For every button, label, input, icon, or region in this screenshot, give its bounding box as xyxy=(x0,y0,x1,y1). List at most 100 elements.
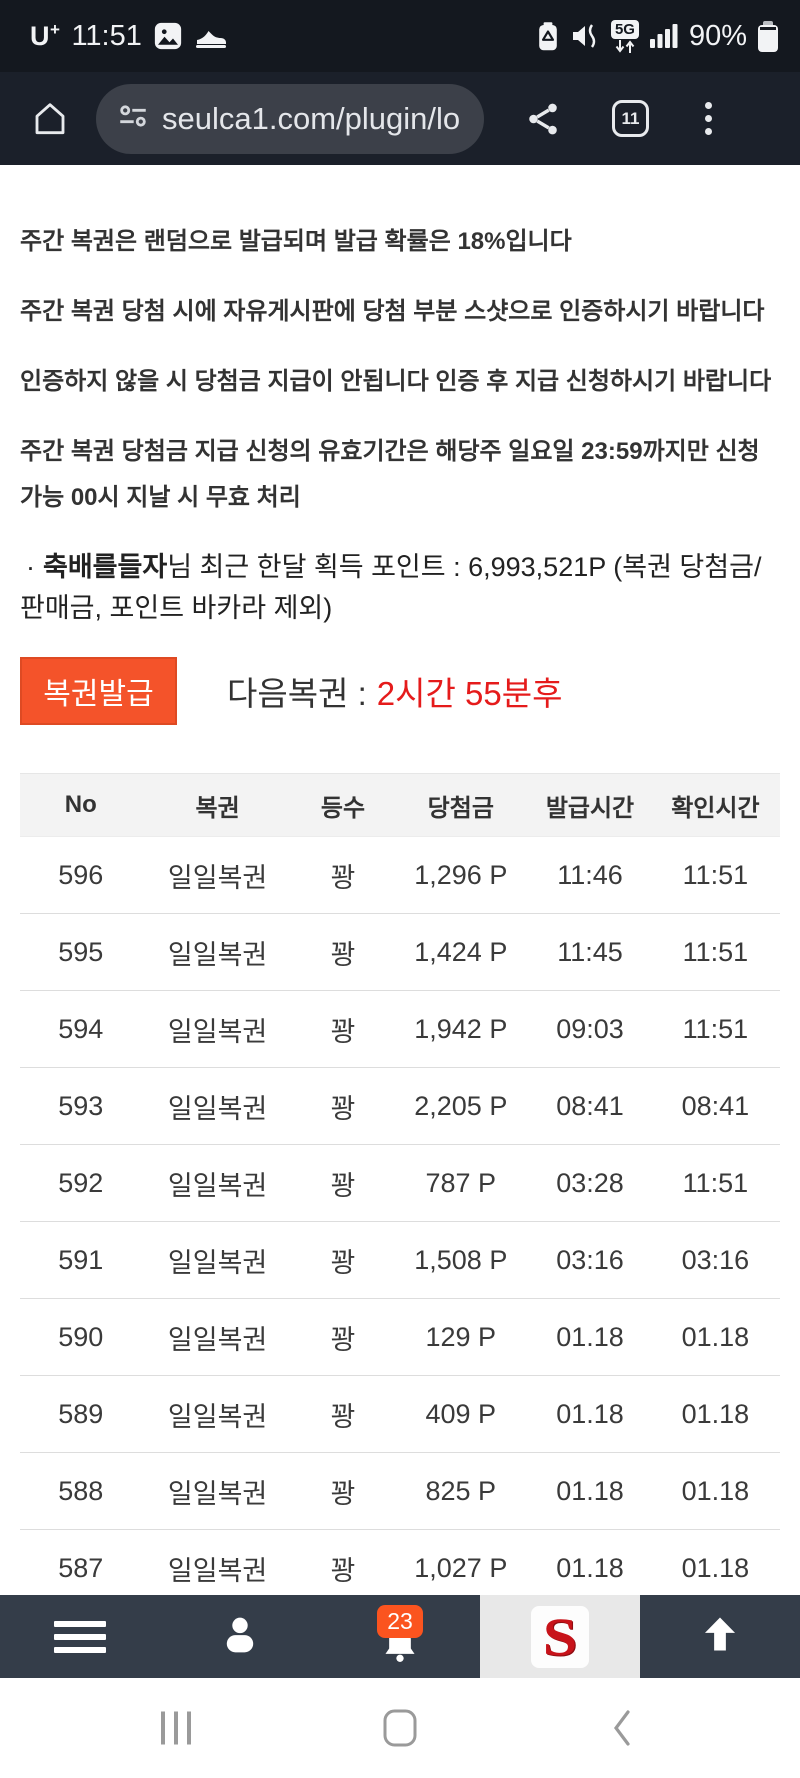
lottery-history-table: No 복권 등수 당첨금 발급시간 확인시간 596 일일복권 꽝 1,296 … xyxy=(20,773,780,1607)
recent-apps-key[interactable] xyxy=(161,1711,191,1745)
cell-prize: 1,508 P xyxy=(414,1244,508,1275)
page-content: 주간 복권은 랜덤으로 발급되며 발급 확률은 18%입니다 주간 복권 당첨 … xyxy=(0,165,800,1607)
cell-no: 589 xyxy=(58,1398,104,1429)
issue-row: 복권발급 다음복권 :2시간 55분후 xyxy=(20,657,780,725)
tab-switcher-button[interactable]: 11 xyxy=(612,100,649,137)
table-row: 589 일일복권 꽝 409 P 01.18 01.18 xyxy=(20,1376,780,1453)
table-row: 596 일일복권 꽝 1,296 P 11:46 11:51 xyxy=(20,837,780,914)
cell-checked-time: 01.18 xyxy=(681,1398,750,1429)
url-text: seulca1.com/plugin/lo xyxy=(162,100,461,136)
notice-line: 주간 복권 당첨금 지급 신청의 유효기간은 해당주 일요일 23:59까지만 … xyxy=(20,438,760,511)
col-header-checked: 확인시간 xyxy=(671,794,760,822)
nav-site-logo-button[interactable]: S xyxy=(480,1595,640,1678)
cell-lottery: 일일복권 xyxy=(167,1247,268,1278)
site-logo-tile: S xyxy=(531,1605,589,1668)
cell-prize: 825 P xyxy=(425,1475,497,1506)
cell-rank: 꽝 xyxy=(330,1247,356,1278)
cell-checked-time: 01.18 xyxy=(681,1475,750,1506)
nav-profile-button[interactable] xyxy=(160,1595,320,1678)
cell-issued-time: 01.18 xyxy=(556,1475,624,1506)
address-bar[interactable]: seulca1.com/plugin/lo xyxy=(96,83,484,154)
table-body: 596 일일복권 꽝 1,296 P 11:46 11:51 595 일일복권 … xyxy=(20,837,780,1607)
cell-issued-time: 03:28 xyxy=(556,1167,624,1198)
cell-rank: 꽝 xyxy=(330,1555,356,1586)
cell-checked-time: 01.18 xyxy=(681,1321,750,1352)
site-info-icon[interactable] xyxy=(116,99,150,138)
carrier-label: U+ xyxy=(30,20,61,51)
cell-checked-time: 11:51 xyxy=(682,1167,749,1198)
cell-rank: 꽝 xyxy=(330,1478,356,1509)
cell-prize: 787 P xyxy=(425,1167,497,1198)
table-row: 593 일일복권 꽝 2,205 P 08:41 08:41 xyxy=(20,1068,780,1145)
table-header-row: No 복권 등수 당첨금 발급시간 확인시간 xyxy=(20,773,780,837)
cell-checked-time: 11:51 xyxy=(682,859,749,890)
shoe-notification-icon xyxy=(194,23,228,50)
signal-strength-icon xyxy=(649,23,678,49)
cell-prize: 2,205 P xyxy=(414,1090,508,1121)
cell-issued-time: 11:45 xyxy=(557,936,623,967)
notice-line: 주간 복권은 랜덤으로 발급되며 발급 확률은 18%입니다 xyxy=(20,228,572,255)
notice-line: 인증하지 않을 시 당첨금 지급이 안됩니다 인증 후 지급 신청하시기 바랍니… xyxy=(20,368,772,395)
user-name: 축배를들자 xyxy=(43,552,168,582)
table-row: 588 일일복권 꽝 825 P 01.18 01.18 xyxy=(20,1453,780,1530)
home-icon[interactable] xyxy=(30,99,70,139)
table-row: 592 일일복권 꽝 787 P 03:28 11:51 xyxy=(20,1145,780,1222)
cell-prize: 1,424 P xyxy=(414,936,508,967)
cell-prize: 1,296 P xyxy=(414,859,508,890)
browser-toolbar: seulca1.com/plugin/lo 11 xyxy=(0,72,800,165)
cell-no: 587 xyxy=(58,1552,104,1583)
share-icon[interactable] xyxy=(524,100,562,138)
nav-notifications-button[interactable]: 23 xyxy=(320,1595,480,1678)
cell-prize: 409 P xyxy=(425,1398,497,1429)
cell-no: 592 xyxy=(58,1167,104,1198)
next-lottery-label: 다음복권 :2시간 55분후 xyxy=(227,675,563,712)
countdown-text: 2시간 55분후 xyxy=(376,675,563,712)
col-header-issued: 발급시간 xyxy=(545,794,635,822)
table-row: 590 일일복권 꽝 129 P 01.18 01.18 xyxy=(20,1299,780,1376)
cell-checked-time: 03:16 xyxy=(681,1244,750,1275)
cell-no: 595 xyxy=(58,936,104,967)
table-row: 587 일일복권 꽝 1,027 P 01.18 01.18 xyxy=(20,1530,780,1607)
col-header-lottery: 복권 xyxy=(195,794,240,822)
battery-percent: 90% xyxy=(688,19,747,52)
android-nav-bar xyxy=(0,1678,800,1778)
5g-network-icon: 5G xyxy=(610,19,639,53)
nav-menu-button[interactable] xyxy=(0,1595,160,1678)
cell-rank: 꽝 xyxy=(330,1324,356,1355)
cell-lottery: 일일복권 xyxy=(167,1093,268,1124)
cell-issued-time: 01.18 xyxy=(556,1321,624,1352)
arrow-up-icon xyxy=(698,1612,742,1661)
cell-no: 588 xyxy=(58,1475,104,1506)
cell-prize: 129 P xyxy=(425,1321,497,1352)
cell-no: 596 xyxy=(58,859,104,890)
browser-menu-icon[interactable] xyxy=(705,102,712,135)
person-icon xyxy=(218,1612,262,1661)
cell-no: 594 xyxy=(58,1013,104,1044)
cell-lottery: 일일복권 xyxy=(167,862,268,893)
cell-rank: 꽝 xyxy=(330,1401,356,1432)
battery-saver-icon xyxy=(537,21,559,51)
android-home-key[interactable] xyxy=(383,1709,417,1747)
cell-issued-time: 03:16 xyxy=(556,1244,624,1275)
nav-scroll-top-button[interactable] xyxy=(640,1595,800,1678)
cell-lottery: 일일복권 xyxy=(167,1555,268,1586)
table-row: 591 일일복권 꽝 1,508 P 03:16 03:16 xyxy=(20,1222,780,1299)
cell-lottery: 일일복권 xyxy=(167,1478,268,1509)
col-header-prize: 당첨금 xyxy=(427,794,494,822)
status-bar: U+ 11:51 5G 90% xyxy=(0,0,800,72)
cell-issued-time: 01.18 xyxy=(556,1398,624,1429)
cell-lottery: 일일복권 xyxy=(167,1016,268,1047)
issue-lottery-button[interactable]: 복권발급 xyxy=(20,657,177,725)
col-header-rank: 등수 xyxy=(320,794,366,822)
cell-prize: 1,027 P xyxy=(414,1552,508,1583)
site-logo-letter: S xyxy=(542,1606,578,1667)
user-points-summary: · 축배를들자님 최근 한달 획득 포인트 : 6,993,521P (복권 당첨… xyxy=(20,552,762,623)
hamburger-icon xyxy=(54,1620,106,1653)
notice-line: 주간 복권 당첨 시에 자유게시판에 당첨 부분 스샷으로 인증하시기 바랍니다 xyxy=(20,298,765,325)
android-back-key[interactable] xyxy=(610,1708,634,1748)
cell-checked-time: 01.18 xyxy=(681,1552,750,1583)
cell-rank: 꽝 xyxy=(330,1016,356,1047)
cell-checked-time: 08:41 xyxy=(681,1090,750,1121)
cell-issued-time: 01.18 xyxy=(556,1552,624,1583)
